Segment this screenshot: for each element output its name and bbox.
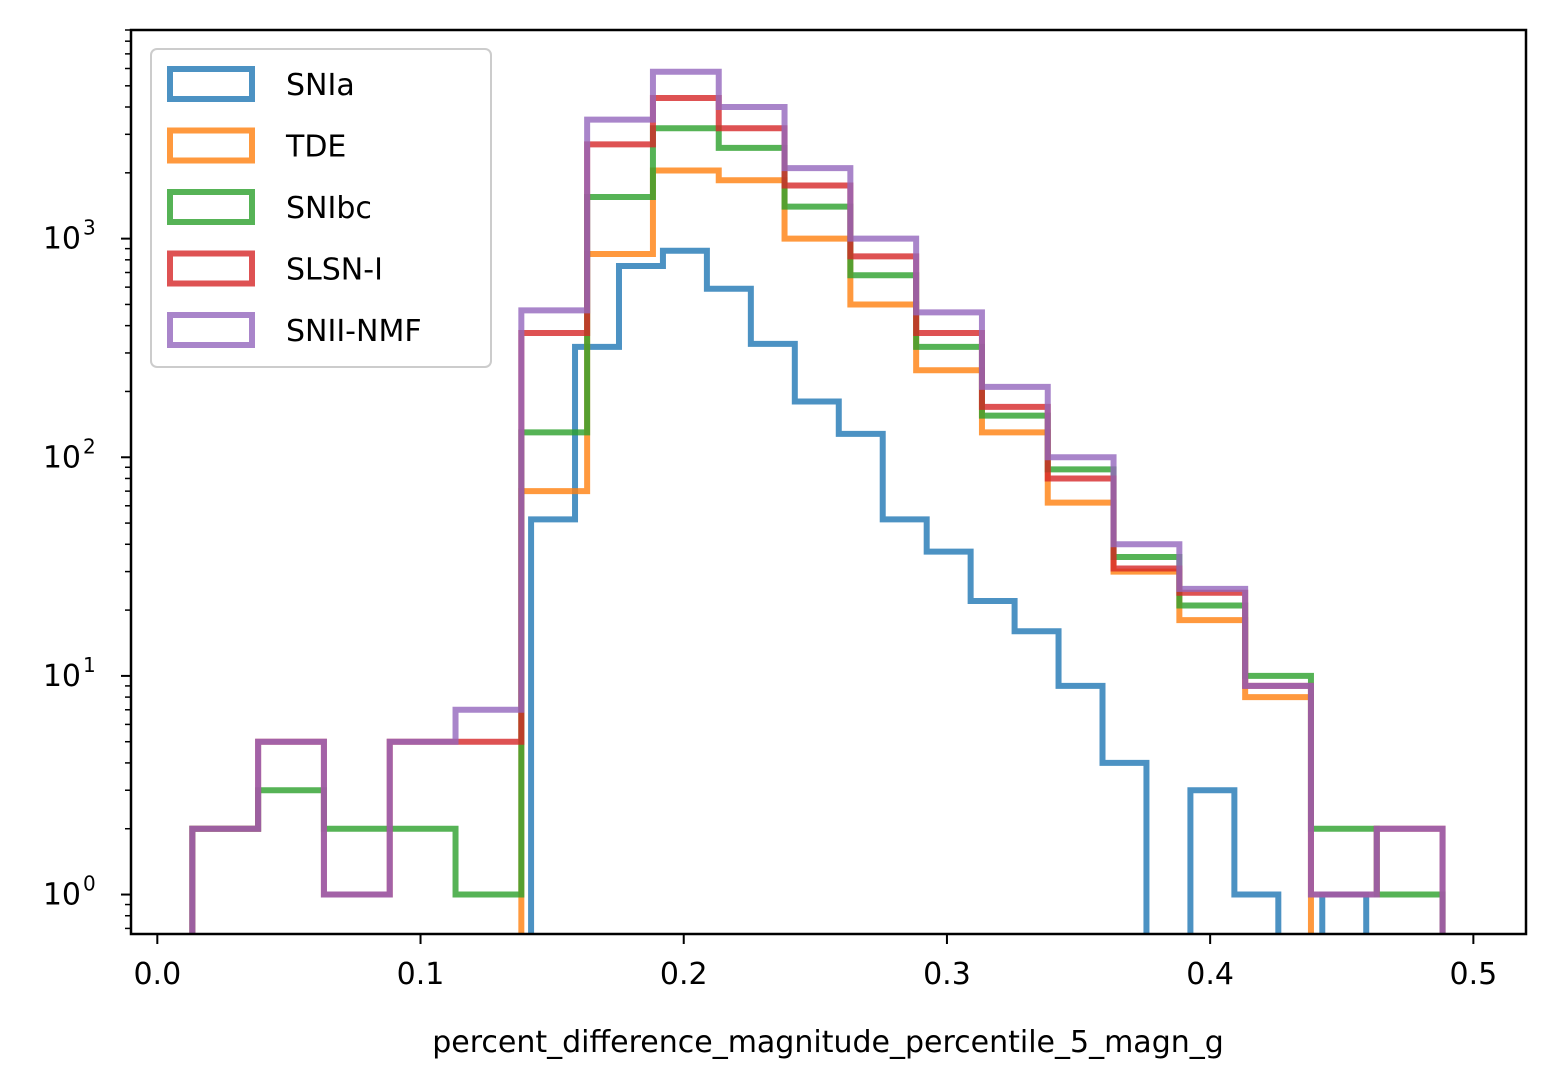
legend-swatch-snii-nmf <box>167 312 255 348</box>
y-tick-label: 10 <box>43 878 81 913</box>
legend-swatch-snibc <box>167 189 255 225</box>
x-axis-label: percent_difference_magnitude_percentile_… <box>432 1025 1224 1060</box>
legend-label-snibc: SNIbc <box>286 191 372 226</box>
y-tick-label: 10 <box>43 440 81 475</box>
legend-swatch-slsn-i <box>167 250 255 287</box>
x-tick-label: 0.0 <box>133 957 181 992</box>
legend-swatch-snia <box>167 66 255 102</box>
y-tick-exponent: 2 <box>83 434 96 458</box>
legend-label-snia: SNIa <box>286 68 355 103</box>
y-tick-label: 10 <box>43 659 81 694</box>
x-tick-label: 0.4 <box>1186 957 1234 992</box>
series-snii-nmf-step <box>189 68 1446 934</box>
x-tick-label: 0.3 <box>923 957 971 992</box>
x-tick-label: 0.1 <box>397 957 445 992</box>
plot-frame <box>129 28 1528 936</box>
legend-label-snii-nmf: SNII-NMF <box>286 314 422 349</box>
x-tick-label: 0.5 <box>1449 957 1497 992</box>
legend-label-slsn-i: SLSN-I <box>286 253 383 288</box>
legend-label-tde: TDE <box>285 130 346 165</box>
x-tick-label: 0.2 <box>660 957 708 992</box>
legend-swatch-tde <box>167 127 255 164</box>
series-layer <box>189 68 1446 934</box>
legend: SNIa TDE SNIbc SLSN-I SNII-NMF <box>150 48 492 368</box>
y-tick-exponent: 1 <box>83 653 96 677</box>
y-tick-exponent: 0 <box>83 872 96 896</box>
series-snia-step <box>528 247 1370 934</box>
y-tick-label: 10 <box>43 222 81 257</box>
y-tick-exponent: 3 <box>83 216 96 240</box>
